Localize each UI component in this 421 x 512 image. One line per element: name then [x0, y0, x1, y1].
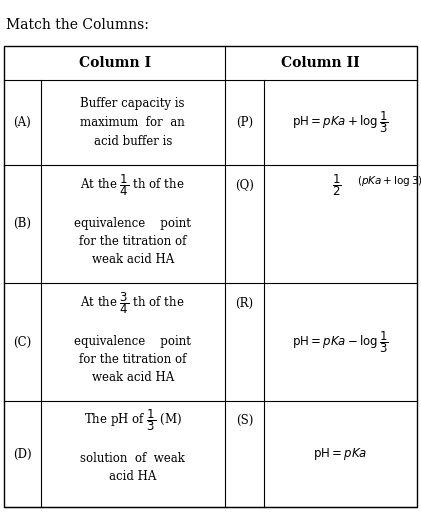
Text: (S): (S)	[236, 414, 253, 427]
Bar	[4, 46, 417, 507]
Text: equivalence    point
for the titration of
weak acid HA: equivalence point for the titration of w…	[74, 335, 191, 384]
Text: solution  of  weak
acid HA: solution of weak acid HA	[80, 452, 185, 483]
Text: $\mathrm{pH} = pKa$: $\mathrm{pH} = pKa$	[313, 446, 368, 462]
Text: (B): (B)	[13, 218, 31, 230]
Text: At the $\dfrac{1}{4}$ th of the: At the $\dfrac{1}{4}$ th of the	[80, 172, 185, 198]
Text: (R): (R)	[235, 297, 253, 310]
Text: At the $\dfrac{3}{4}$ th of the: At the $\dfrac{3}{4}$ th of the	[80, 290, 185, 316]
Text: Buffer capacity is
maximum  for  an
acid buffer is: Buffer capacity is maximum for an acid b…	[80, 97, 185, 148]
Text: $(pKa + \log3)$: $(pKa + \log3)$	[357, 175, 421, 188]
Text: (D): (D)	[13, 447, 32, 461]
Text: (C): (C)	[13, 336, 32, 349]
Text: Match the Columns:: Match the Columns:	[6, 18, 149, 32]
Text: equivalence    point
for the titration of
weak acid HA: equivalence point for the titration of w…	[74, 217, 191, 266]
Text: Column II: Column II	[282, 56, 360, 70]
Text: (P): (P)	[236, 116, 253, 129]
Text: $\mathrm{pH} = pKa + \log\dfrac{1}{3}$: $\mathrm{pH} = pKa + \log\dfrac{1}{3}$	[292, 110, 389, 135]
Text: $\dfrac{1}{2}$: $\dfrac{1}{2}$	[331, 172, 341, 198]
Text: The pH of $\dfrac{1}{3}$ (M): The pH of $\dfrac{1}{3}$ (M)	[84, 408, 181, 433]
Text: $\mathrm{pH} = pKa - \log\dfrac{1}{3}$: $\mathrm{pH} = pKa - \log\dfrac{1}{3}$	[292, 329, 389, 355]
Text: (Q): (Q)	[235, 179, 254, 192]
Text: (A): (A)	[13, 116, 31, 129]
Text: Column I: Column I	[78, 56, 151, 70]
